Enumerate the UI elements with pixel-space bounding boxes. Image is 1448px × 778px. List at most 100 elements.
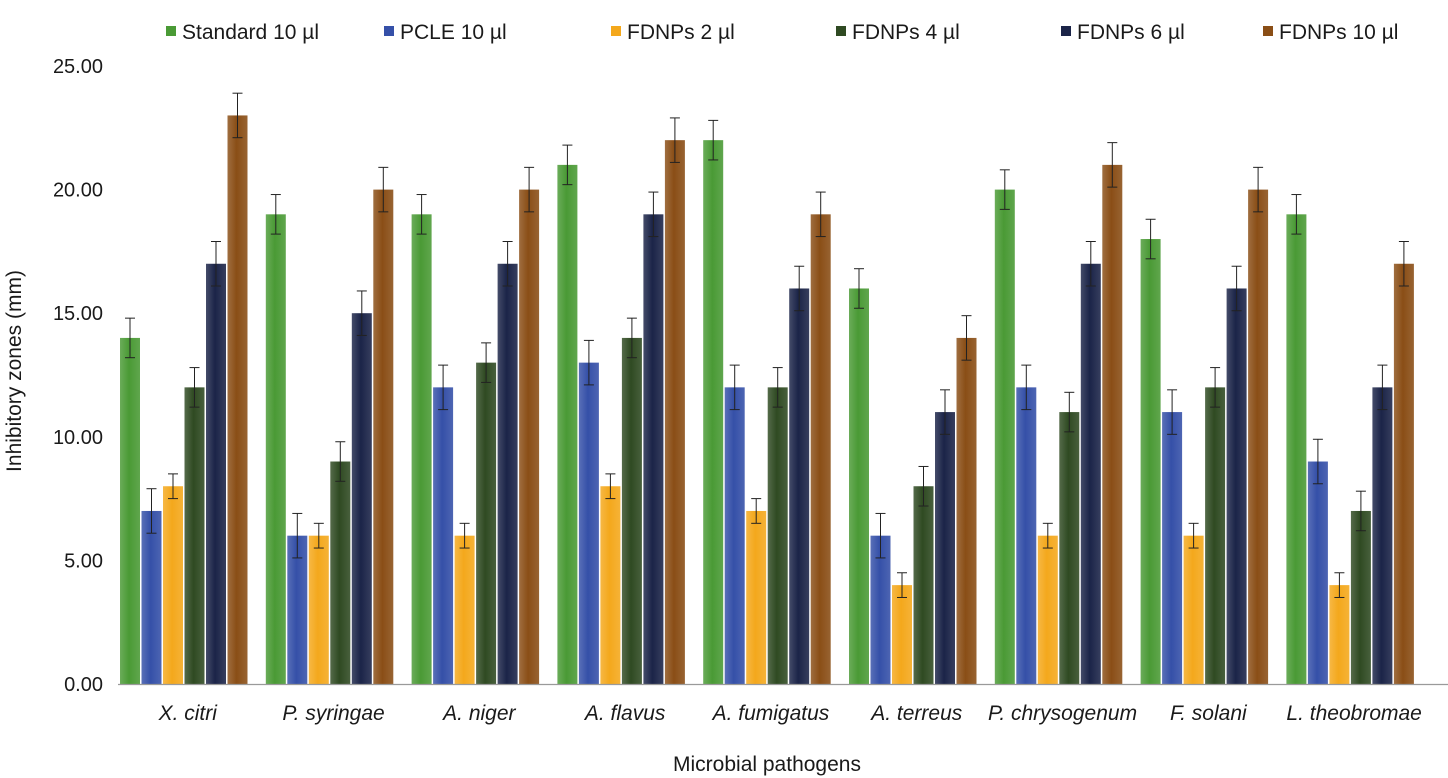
bar <box>287 535 308 684</box>
error-bar <box>1107 142 1118 188</box>
legend-item: FDNPs 4 µl <box>836 21 960 44</box>
y-tick-label: 0.00 <box>64 674 103 696</box>
error-bar <box>168 473 178 500</box>
legend-item: Standard 10 µl <box>166 21 319 44</box>
bar <box>746 510 767 684</box>
bar <box>703 140 724 684</box>
error-bar <box>378 166 389 213</box>
bar <box>621 337 642 684</box>
error-bar <box>270 194 281 235</box>
error-bar <box>1085 241 1096 287</box>
x-tick-label: P. syringae <box>282 702 384 725</box>
error-bar <box>1167 389 1178 435</box>
y-tick-label: 5.00 <box>64 550 103 572</box>
bar <box>767 387 788 684</box>
bar <box>1183 535 1204 684</box>
bar <box>519 189 540 684</box>
bar <box>664 140 685 684</box>
error-bar <box>648 191 659 238</box>
x-tick-label: F. solani <box>1170 702 1248 725</box>
legend-label: FDNPs 2 µl <box>627 21 735 44</box>
error-bar <box>794 265 805 312</box>
y-axis: 0.00 5.00 10.00 15.00 20.00 25.00 <box>53 56 103 696</box>
legend-swatch <box>611 26 621 36</box>
bar <box>308 535 329 684</box>
x-tick-label: X. citri <box>158 702 219 725</box>
error-bar <box>669 117 680 163</box>
legend-label: FDNPs 6 µl <box>1077 21 1185 44</box>
error-bar <box>815 191 826 238</box>
error-bar <box>961 315 972 361</box>
error-bar <box>875 512 886 559</box>
bar <box>1205 387 1226 684</box>
error-bar <box>729 364 740 411</box>
x-axis-title: Microbial pathogens <box>673 753 861 776</box>
error-bar <box>438 364 449 411</box>
x-axis: X. citri P. syringae A. niger A. flavus A. f… <box>118 683 1448 725</box>
legend-swatch <box>1263 26 1273 36</box>
error-bar <box>1021 364 1032 411</box>
bar <box>476 362 497 684</box>
legend-label: PCLE 10 µl <box>400 21 507 44</box>
legend-label: FDNPs 10 µl <box>1279 21 1398 44</box>
bars <box>120 115 1414 685</box>
bar <box>1286 214 1307 684</box>
x-tick-label: A. niger <box>441 702 516 725</box>
legend-swatch <box>836 26 846 36</box>
bar <box>994 189 1015 684</box>
bar <box>1248 189 1269 684</box>
x-tick-label: L. theobromae <box>1286 702 1421 725</box>
bar <box>1350 510 1371 684</box>
error-bar <box>459 522 470 549</box>
bar <box>330 461 351 684</box>
error-bar <box>313 522 324 549</box>
error-bar <box>1064 391 1075 433</box>
bar <box>1080 263 1101 684</box>
error-bar <box>1188 522 1199 549</box>
bar <box>411 214 432 684</box>
error-bar <box>356 290 367 336</box>
bar <box>1102 164 1123 684</box>
legend-label: Standard 10 µl <box>182 21 319 44</box>
bar <box>351 313 372 684</box>
error-bar <box>211 241 221 287</box>
y-tick-label: 10.00 <box>53 427 103 449</box>
bar <box>789 288 810 684</box>
error-bar <box>897 572 907 598</box>
bar <box>1162 412 1183 684</box>
bar <box>184 387 205 684</box>
legend-item: FDNPs 10 µl <box>1263 21 1398 44</box>
bar <box>1059 412 1080 684</box>
error-bar <box>1398 241 1409 287</box>
bar <box>892 585 912 684</box>
error-bar <box>146 488 157 534</box>
bar <box>1307 461 1328 684</box>
error-bar <box>1042 522 1053 549</box>
y-tick-label: 25.00 <box>53 56 103 78</box>
bar <box>454 535 475 684</box>
bar <box>163 486 183 684</box>
bar <box>206 263 226 684</box>
error-bar <box>605 473 616 500</box>
legend-item: FDNPs 6 µl <box>1061 21 1185 44</box>
y-axis-title: Inhibitory zones (mm) <box>3 270 26 472</box>
bar <box>643 214 664 684</box>
legend-swatch <box>166 26 176 36</box>
bar <box>497 263 518 684</box>
error-bar <box>583 339 594 386</box>
error-bar <box>189 367 200 408</box>
error-bar <box>940 389 950 435</box>
error-bar <box>481 342 492 383</box>
error-bar <box>708 119 719 161</box>
error-bar <box>502 241 513 287</box>
legend: Standard 10 µl PCLE 10 µl FDNPs 2 µl FDNPs … <box>166 21 1398 44</box>
error-bar <box>232 92 243 139</box>
x-tick-label: A. flavus <box>583 702 666 725</box>
legend-swatch <box>384 26 394 36</box>
bar <box>373 189 394 684</box>
bar <box>557 164 578 684</box>
error-bar <box>1312 438 1323 485</box>
bar <box>1329 585 1350 684</box>
x-tick-label: A. fumigatus <box>711 702 830 725</box>
